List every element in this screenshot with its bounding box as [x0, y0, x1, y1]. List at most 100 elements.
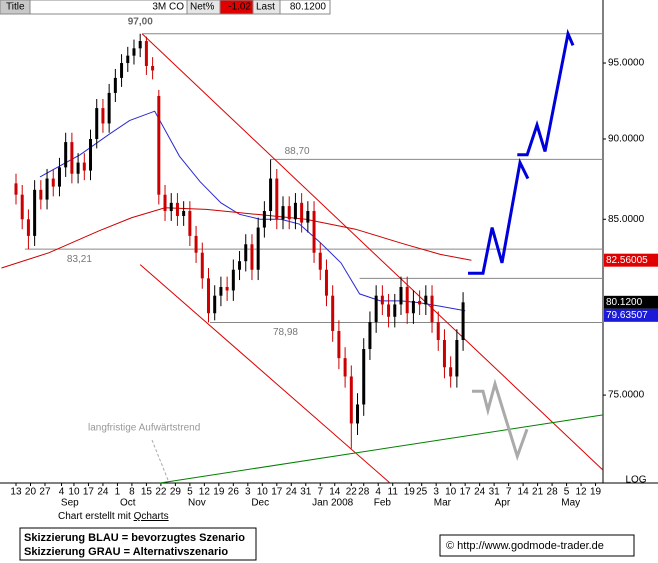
month-label: Apr	[495, 498, 511, 509]
header-net-value: -1.02	[228, 2, 251, 13]
legend-box	[19, 527, 257, 561]
x-tick-label: 28	[547, 487, 559, 498]
candle-body	[57, 167, 61, 187]
candle-body	[418, 300, 422, 305]
scenario-sketch	[517, 28, 575, 157]
x-tick-label: 14	[518, 487, 530, 498]
candle-body	[461, 302, 465, 340]
candle-body	[411, 300, 415, 314]
credit-link: Qcharts	[134, 511, 169, 522]
annotation: langfristige Aufwärtstrend	[88, 423, 200, 434]
candle-body	[64, 142, 68, 168]
candle-body	[399, 286, 403, 305]
x-tick-label: 13	[10, 487, 22, 498]
x-tick-label: 12	[575, 487, 587, 498]
x-tick-label: 31	[300, 487, 312, 498]
legend-text: Skizzierung BLAU = bevorzugtes Szenario	[24, 532, 245, 544]
x-tick-label: 10	[445, 487, 457, 498]
x-tick-label: 4	[59, 487, 65, 498]
candle-body	[231, 269, 235, 291]
candle-body	[349, 376, 353, 424]
candle-body	[306, 211, 310, 223]
candle-body	[442, 339, 446, 368]
x-tick-label: 12	[199, 487, 211, 498]
candle-body	[362, 349, 366, 405]
candle-body	[387, 304, 391, 317]
x-tick-label: 28	[358, 487, 370, 498]
x-tick-label: 19	[590, 487, 602, 498]
x-tick-label: 24	[97, 487, 109, 498]
candle-body	[393, 304, 397, 317]
x-tick-label: 17	[460, 487, 472, 498]
credit: Chart erstellt mit Qcharts	[58, 511, 169, 522]
x-tick-label: 4	[375, 487, 381, 498]
price-box-label: 79.63507	[606, 310, 648, 321]
scenario-sketch	[472, 378, 529, 462]
candle-body	[51, 178, 55, 187]
x-tick-label: 26	[228, 487, 240, 498]
candle-body	[188, 211, 192, 236]
candle-body	[405, 286, 409, 314]
candle-body	[132, 48, 136, 56]
month-label: Nov	[188, 498, 206, 509]
candle-body	[300, 202, 304, 223]
trend-line	[160, 414, 604, 484]
candle-body	[269, 178, 273, 212]
candle-body	[312, 211, 316, 253]
trend-line	[141, 33, 604, 471]
x-tick-label: 17	[83, 487, 95, 498]
x-tick-label: 10	[68, 487, 80, 498]
price-box-label: 82.56005	[606, 255, 648, 266]
header: Title 3M CO Net% -1.02 Last 80.1200	[0, 0, 331, 15]
candle-body	[430, 295, 434, 323]
candle-body	[256, 227, 260, 270]
candle-body	[281, 206, 285, 220]
month-label: Oct	[120, 498, 136, 509]
candle-body	[250, 244, 254, 270]
candle-body	[200, 252, 204, 279]
candle-body	[262, 211, 266, 228]
candle-body	[76, 162, 80, 174]
month-label: Mar	[434, 498, 452, 509]
candle-body	[89, 138, 93, 171]
candle-body	[20, 194, 24, 220]
candle-body	[107, 92, 111, 124]
price-box-label: 80.1200	[606, 297, 643, 308]
candle-body	[101, 108, 105, 124]
x-tick-label: 21	[532, 487, 544, 498]
x-tick-label: 10	[257, 487, 269, 498]
candle-body	[275, 178, 279, 220]
x-tick-label: 5	[564, 487, 570, 498]
candle-body	[39, 189, 43, 200]
y-tick-label: 90.0000	[608, 134, 645, 145]
x-tick-label: 3	[433, 487, 439, 498]
credit-text: Chart erstellt mit	[58, 511, 131, 522]
candle-body	[337, 331, 341, 359]
candle-body	[120, 63, 124, 78]
x-tick-label: 7	[506, 487, 512, 498]
candle-body	[213, 295, 217, 314]
candle-body	[293, 202, 297, 220]
x-tick-label: 20	[25, 487, 37, 498]
header-symbol: 3M CO	[152, 2, 184, 13]
y-tick-label: 95.0000	[608, 58, 645, 69]
header-last-value: 80.1200	[290, 2, 327, 13]
x-tick-label: 24	[286, 487, 298, 498]
x-tick-label: 22	[155, 487, 167, 498]
candle-body	[343, 358, 347, 377]
candle-body	[436, 322, 440, 340]
x-tick-label: 31	[489, 487, 501, 498]
candle-body	[82, 162, 86, 171]
y-tick-label: 75.0000	[608, 390, 645, 401]
candle-body	[225, 286, 229, 291]
candle-body	[287, 206, 291, 220]
header-title: Title	[6, 2, 25, 13]
candle-body	[169, 202, 173, 212]
header-cell	[252, 0, 281, 15]
annotation-pointer	[151, 439, 169, 481]
x-tick-label: 17	[271, 487, 283, 498]
candle-body	[324, 269, 328, 296]
candle-body	[33, 189, 37, 236]
candle-body	[95, 108, 99, 139]
